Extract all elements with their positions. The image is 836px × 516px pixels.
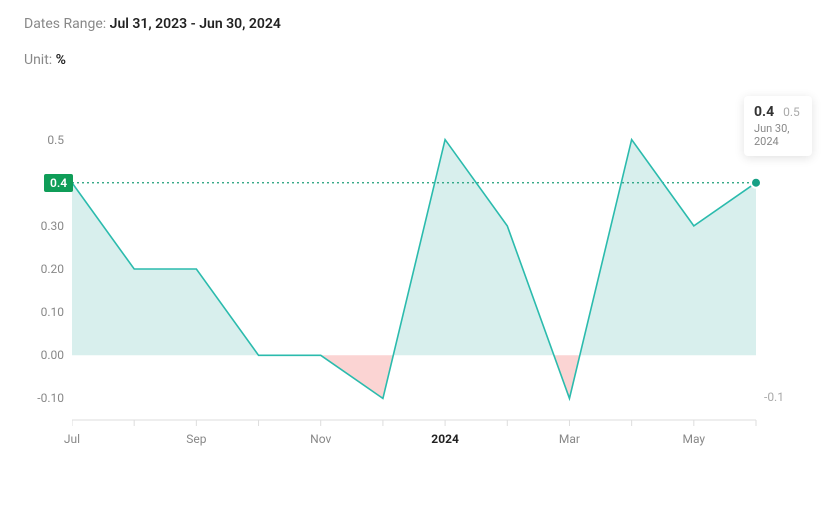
y-axis-tick: 0.20 (41, 262, 64, 276)
unit-value: % (56, 52, 66, 68)
tooltip-date: Jun 30, 2024 (754, 122, 802, 148)
chart-svg (72, 100, 792, 450)
unit-label: Unit: (24, 52, 52, 68)
tooltip-secondary: 0.5 (783, 105, 800, 119)
badge-value: 0.4 (50, 176, 67, 190)
chart-container: 0.5 0.30 0.20 0.10 0.00 -0.10 Jul Sep Nov 2024 Mar… (24, 100, 812, 500)
x-axis-tick: Mar (559, 432, 580, 446)
x-axis-tick: Jul (64, 432, 80, 446)
y-axis-tick: 0.00 (41, 348, 64, 362)
y-axis-tick: 0.10 (41, 305, 64, 319)
y-axis-tick: 0.30 (41, 219, 64, 233)
dates-range-line: Dates Range: Jul 31, 2023 - Jun 30, 2024 (24, 16, 812, 32)
chart-plot-area[interactable]: 0.50.300.200.100.00-0.10JulSepNov2024Mar… (72, 100, 792, 450)
x-axis-tick: 2024 (431, 432, 459, 446)
dates-range-value: Jul 31, 2023 - Jun 30, 2024 (110, 16, 281, 32)
current-value-badge: 0.4 (44, 174, 73, 192)
x-axis-tick: Sep (186, 432, 206, 446)
chart-header: Dates Range: Jul 31, 2023 - Jun 30, 2024… (0, 0, 836, 68)
unit-line: Unit: % (24, 52, 812, 68)
x-axis-tick: May (683, 432, 706, 446)
x-axis-tick: Nov (310, 432, 331, 446)
y-axis-tick: 0.5 (47, 133, 64, 147)
chart-tooltip: 0.4 0.5 Jun 30, 2024 (744, 96, 812, 156)
right-axis-min: -0.1 (764, 390, 784, 404)
dates-range-label: Dates Range: (24, 16, 106, 32)
tooltip-value: 0.4 (754, 104, 774, 120)
y-axis-tick: -0.10 (37, 391, 64, 405)
